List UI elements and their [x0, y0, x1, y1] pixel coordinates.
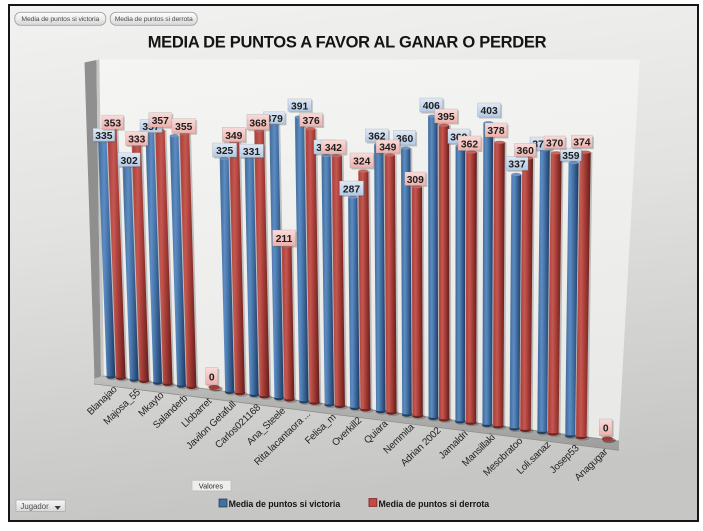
svg-text:391: 391	[291, 101, 308, 112]
svg-text:Valores: Valores	[199, 482, 224, 491]
svg-text:211: 211	[276, 234, 293, 245]
svg-text:373: 373	[532, 140, 549, 151]
svg-text:355: 355	[175, 122, 192, 133]
svg-text:360: 360	[396, 134, 413, 145]
svg-text:MEDIA DE PUNTOS A FAVOR AL GAN: MEDIA DE PUNTOS A FAVOR AL GANAR O PERDE…	[148, 33, 547, 51]
svg-text:349: 349	[225, 131, 242, 142]
svg-text:324: 324	[353, 157, 370, 168]
svg-text:Media de puntos si victoria: Media de puntos si victoria	[21, 16, 99, 23]
svg-text:325: 325	[216, 146, 233, 157]
svg-text:Media de puntos si derrota: Media de puntos si derrota	[115, 16, 193, 23]
svg-text:353: 353	[104, 118, 121, 129]
svg-text:342: 342	[325, 143, 342, 154]
svg-text:302: 302	[121, 156, 138, 167]
svg-text:Media de puntos si victoria: Media de puntos si victoria	[229, 499, 341, 509]
svg-text:362: 362	[368, 132, 385, 143]
svg-text:406: 406	[423, 101, 440, 112]
svg-text:360: 360	[517, 146, 534, 157]
svg-text:337: 337	[508, 160, 525, 171]
svg-text:Jugador: Jugador	[21, 502, 50, 511]
svg-text:287: 287	[343, 184, 360, 195]
svg-text:379: 379	[266, 114, 283, 125]
svg-text:331: 331	[243, 147, 260, 158]
svg-text:357: 357	[142, 122, 159, 133]
svg-text:0: 0	[603, 423, 609, 434]
svg-text:Media de puntos si derrota: Media de puntos si derrota	[379, 499, 490, 509]
svg-text:333: 333	[128, 135, 145, 146]
svg-text:359: 359	[562, 151, 579, 162]
svg-text:0: 0	[209, 372, 215, 383]
svg-text:395: 395	[437, 112, 454, 123]
svg-text:362: 362	[461, 139, 478, 150]
svg-text:370: 370	[546, 138, 563, 149]
svg-text:357: 357	[152, 116, 169, 127]
svg-text:374: 374	[573, 138, 590, 149]
svg-text:378: 378	[487, 126, 504, 137]
svg-text:309: 309	[407, 175, 424, 186]
svg-text:368: 368	[249, 118, 266, 129]
svg-text:349: 349	[379, 143, 396, 154]
svg-text:376: 376	[303, 116, 320, 127]
svg-text:335: 335	[95, 131, 112, 142]
svg-text:403: 403	[481, 106, 498, 117]
